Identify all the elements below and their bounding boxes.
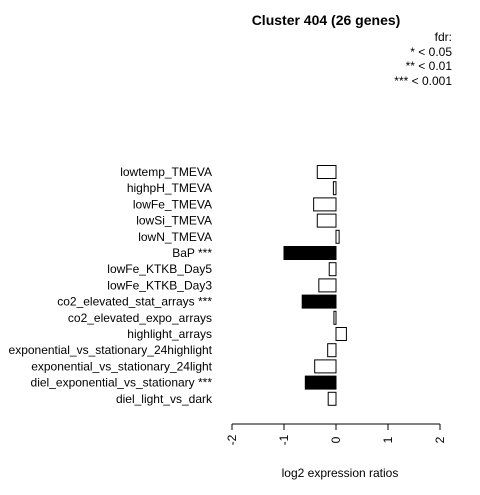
bar	[328, 262, 337, 277]
bar	[313, 197, 337, 212]
bar	[332, 181, 337, 196]
bar	[335, 229, 340, 244]
category-label: lowFe_KTKB_Day5	[107, 262, 212, 276]
category-label: diel_light_vs_dark	[116, 392, 213, 406]
bar	[301, 294, 337, 309]
category-label: co2_elevated_stat_arrays ***	[57, 295, 212, 309]
x-tick-label: 0	[329, 436, 343, 443]
bar	[327, 391, 337, 406]
legend-entry: *** < 0.001	[394, 73, 452, 88]
category-label: BaP ***	[172, 246, 212, 260]
category-label: diel_exponential_vs_stationary ***	[31, 376, 213, 390]
x-tick-label: -1	[277, 434, 291, 445]
bar	[316, 165, 337, 179]
category-label: co2_elevated_expo_arrays	[68, 311, 212, 325]
category-label: highpH_TMEVA	[127, 181, 212, 195]
legend-entry: ** < 0.01	[405, 59, 452, 73]
chart-title: Cluster 404 (26 genes)	[251, 12, 401, 28]
bar	[316, 213, 337, 228]
bar	[335, 327, 347, 341]
x-tick-label: 1	[381, 436, 395, 443]
category-label: lowtemp_TMEVA	[120, 165, 212, 179]
category-label: lowFe_KTKB_Day3	[107, 278, 212, 292]
category-label: highlight_arrays	[127, 327, 212, 341]
x-axis-label: log2 expression ratios	[281, 466, 399, 480]
legend-entry: * < 0.05	[410, 44, 452, 59]
x-tick-label: 2	[433, 436, 447, 443]
category-label: lowN_TMEVA	[138, 230, 212, 244]
bar	[333, 310, 337, 325]
bar	[318, 278, 337, 293]
x-tick-label: -2	[225, 434, 239, 445]
bar	[283, 246, 337, 260]
category-label: exponential_vs_stationary_24highlight	[9, 343, 213, 357]
category-label: lowFe_TMEVA	[133, 197, 212, 211]
bar	[304, 375, 337, 390]
legend-title: fdr:	[434, 30, 452, 44]
category-label: lowSi_TMEVA	[136, 214, 212, 228]
bar	[314, 359, 337, 374]
bar	[327, 343, 337, 358]
legend: fdr: * < 0.05 ** < 0.01 *** < 0.001	[394, 30, 452, 88]
category-label: exponential_vs_stationary_24light	[31, 359, 212, 373]
